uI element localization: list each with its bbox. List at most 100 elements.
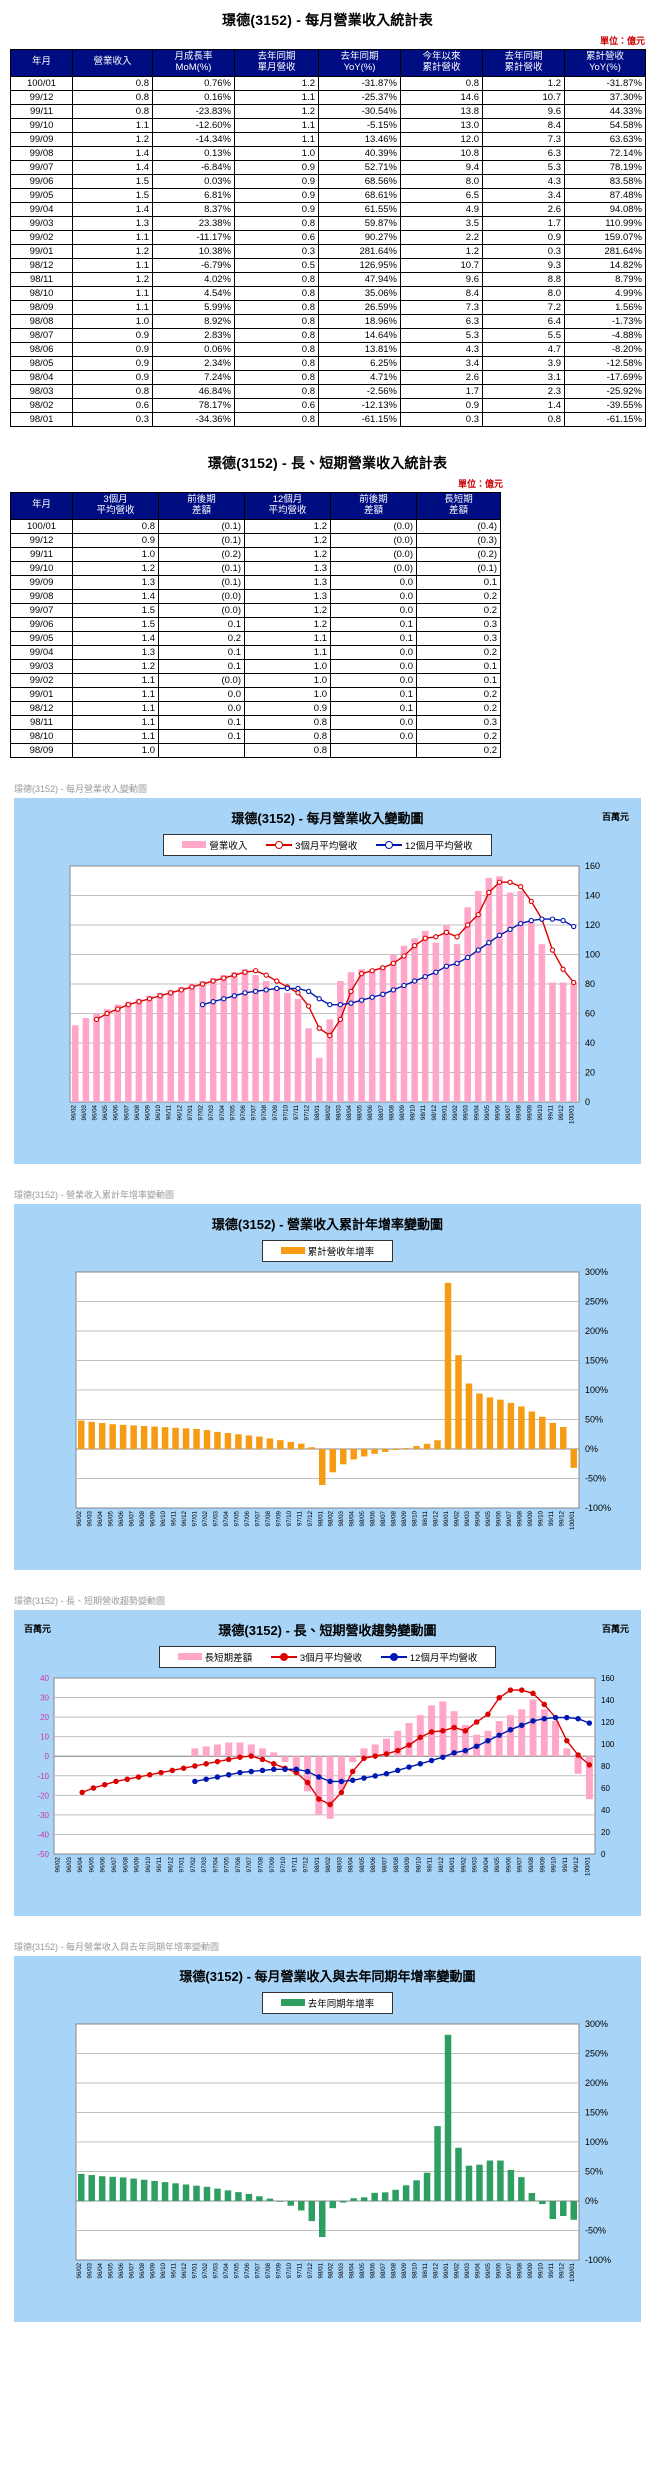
bar [486,1397,494,1449]
bar [98,2175,106,2201]
cell-ly_cum: 0.9 [482,229,565,245]
cell-d3: (0.2) [158,546,245,562]
x-tick-label: 98/10 [415,1856,422,1872]
bar [140,1425,148,1449]
x-tick-label: 98/10 [412,1510,419,1526]
bar [518,2176,525,2201]
cell-cum_yoy: 72.14% [564,145,646,161]
bar [88,1421,95,1449]
x-tick-label: 97/11 [291,1856,298,1872]
x-tick-label: 99/04 [474,1510,481,1526]
bar [453,943,461,1102]
cell-ly_cum: 1.7 [482,215,565,231]
cell-ly_cum: 6.4 [482,313,565,329]
x-tick-label: 99/11 [547,1104,554,1120]
x-tick-label: 96/08 [122,1856,129,1872]
data-point [518,920,524,926]
cell-yoy: 126.95% [318,257,401,273]
bar [326,1019,334,1102]
cell-avg3: 1.1 [72,700,159,716]
x-tick-label: 99/12 [573,1856,580,1872]
table-row: 99/06 1.5 0.1 1.2 0.1 0.3 [10,616,501,632]
legend-label: 去年同期年增率 [307,1998,375,2010]
x-tick-label: 96/11 [171,2262,178,2278]
data-point [486,939,492,946]
bar [277,2200,284,2202]
cell-d3: 0.0 [158,700,245,716]
data-point [496,1694,502,1701]
cell-ym: 99/05 [10,187,73,203]
bar [294,998,302,1102]
data-point [571,979,577,985]
x-tick-label: 98/11 [422,1510,429,1526]
cell-ym: 99/03 [10,215,73,231]
bar [319,2200,326,2237]
x-tick-label: 97/04 [212,1856,219,1872]
data-point [221,995,227,1002]
cell-ls: (0.2) [416,546,501,562]
cell-mom: 0.03% [152,173,235,189]
chart1-right-unit: 百萬元 [601,811,629,822]
cell-mom: 4.54% [152,285,235,301]
bar [259,1748,267,1756]
cell-ym: 99/02 [10,229,73,245]
cell-rev: 1.4 [72,145,153,161]
cell-avg12: 0.8 [244,728,331,744]
bar [319,1448,326,1485]
bar [423,1443,431,1449]
chart4-header: 璟德(3152) - 每月營業收入與去年同期年增率變動圖 [14,1962,641,1986]
x-tick-label: 96/11 [156,1856,163,1872]
cell-ly_cum: 4.3 [482,173,565,189]
data-point [316,1773,322,1780]
x-tick-label: 97/06 [235,1856,242,1872]
legend-label: 12個月平均營收 [405,840,473,852]
table-row: 99/04 1.3 0.1 1.1 0.0 0.2 [10,644,501,660]
x-tick-label: 96/09 [150,1510,157,1526]
cell-yoy: 4.71% [318,369,401,385]
data-point [518,1722,525,1728]
bar [450,1710,458,1756]
cell-ly_cum: 7.3 [482,131,565,147]
table-row: 98/09 1.1 5.99% 0.8 26.59% 7.3 7.2 1.56% [10,299,646,315]
chart3-title: 璟德(3152) - 長、短期營收趨勢變動圖 [218,1622,437,1638]
cell-ym: 99/04 [10,201,73,217]
cell-rev: 1.1 [72,117,153,133]
data-point [401,982,407,988]
cell-ym: 99/09 [10,574,73,590]
cell-yoy: 90.27% [318,229,401,245]
bar [88,2174,95,2201]
data-point [93,1016,100,1022]
data-point [252,988,259,994]
data-point [157,992,163,999]
y-tick-label: 250% [585,2048,608,2058]
y-tick-label: 120 [585,920,600,930]
bar [350,1448,357,1460]
cell-ym: 99/08 [10,588,73,604]
x-tick-label: 98/05 [357,1104,364,1120]
cell-cum_yoy: 83.58% [564,173,646,189]
cell-avg12: 1.0 [244,686,331,702]
x-tick-label: 99/05 [485,2262,492,2278]
cell-ym: 99/12 [10,89,73,105]
cell-ls: (0.1) [416,560,501,576]
data-point [518,883,524,889]
data-point [242,989,248,996]
bar [151,2180,158,2201]
cell-mom: 4.02% [152,271,235,287]
cell-d12: (0.0) [330,518,417,534]
bar [506,1714,514,1756]
bar-swatch-icon [177,1653,202,1661]
x-tick-label: 96/09 [150,2262,157,2278]
data-point [338,1778,345,1784]
bar [292,1755,300,1774]
data-point [237,1769,243,1776]
bar [402,2184,410,2201]
cell-ls: 0.3 [416,616,501,632]
table-row: 98/06 0.9 0.06% 0.8 13.81% 4.3 4.7 -8.20% [10,341,646,357]
x-tick-label: 98/04 [346,1104,353,1120]
bar [224,1432,232,1449]
cell-mom: 0.06% [152,341,235,357]
x-tick-label: 96/04 [92,1104,99,1120]
cell-rev: 1.2 [72,131,153,147]
y-tick-label: 300% [585,2019,608,2029]
